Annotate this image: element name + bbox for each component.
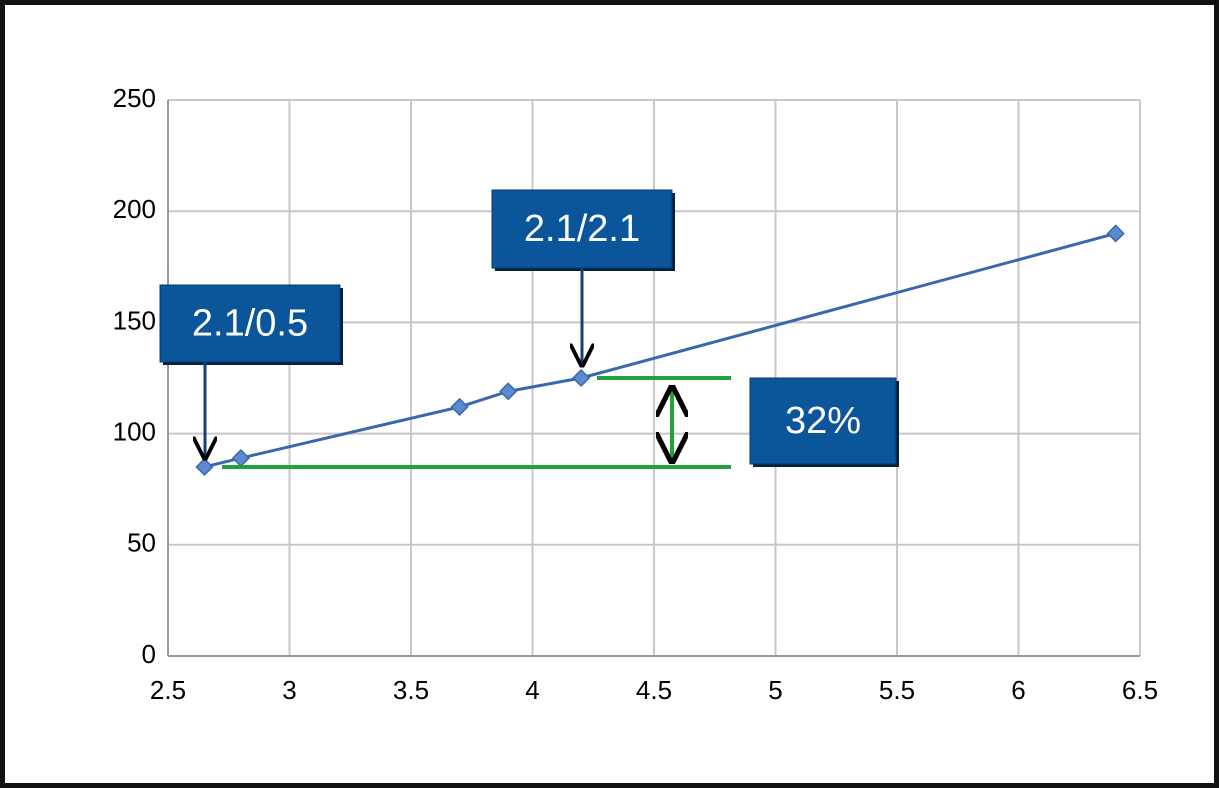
- x-tick-label: 6: [1011, 675, 1025, 705]
- y-tick-label: 0: [142, 639, 156, 669]
- x-tick-label: 4: [525, 675, 539, 705]
- data-point: [195, 457, 214, 477]
- x-tick-label: 5.5: [879, 675, 915, 705]
- y-tick-label: 150: [113, 305, 156, 335]
- annotation-text: 2.1/2.1: [524, 208, 640, 250]
- annotation-text: 2.1/0.5: [192, 303, 308, 345]
- x-tick-label: 2.5: [150, 675, 186, 705]
- data-point: [499, 382, 518, 401]
- x-tick-label: 3.5: [393, 675, 429, 705]
- x-tick-label: 3: [282, 675, 296, 705]
- data-point: [450, 397, 469, 416]
- x-tick-label: 5: [768, 675, 782, 705]
- y-tick-label: 100: [113, 416, 156, 446]
- annotation-box: [159, 284, 341, 363]
- annotation-box: [749, 377, 897, 465]
- y-tick-label: 250: [113, 83, 156, 113]
- y-tick-label: 50: [127, 528, 156, 558]
- data-point: [572, 368, 591, 388]
- y-tick-label: 200: [113, 194, 156, 224]
- x-tick-label: 4.5: [636, 675, 672, 705]
- x-tick-label: 6.5: [1122, 675, 1158, 705]
- data-point: [1106, 224, 1125, 243]
- annotation-box: [491, 189, 673, 269]
- annotation-text: 32%: [785, 400, 861, 442]
